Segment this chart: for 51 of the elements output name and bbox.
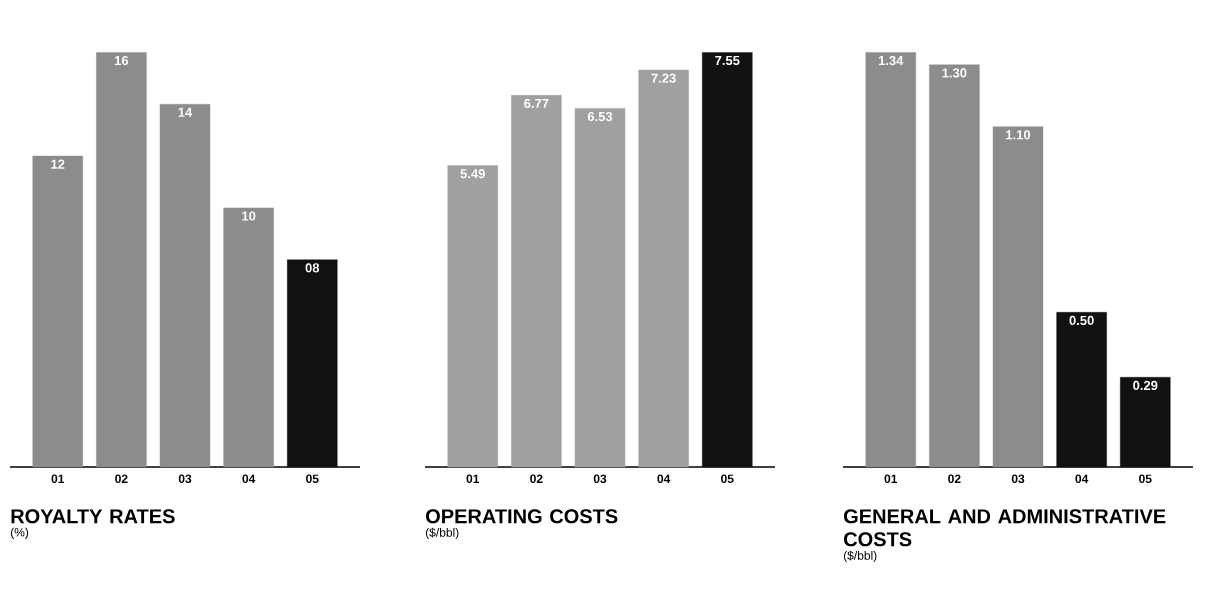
x-tick-label: 04 [1075, 474, 1089, 484]
x-tick-label: 01 [884, 474, 898, 484]
bar [702, 52, 753, 468]
bar [1120, 377, 1171, 468]
x-tick-label: 02 [948, 474, 961, 484]
x-tick-label: 05 [1139, 474, 1152, 484]
bar [159, 104, 211, 468]
x-tick-label: 02 [115, 474, 128, 484]
x-tick-label: 04 [242, 474, 256, 484]
bar [223, 207, 274, 468]
text: ROYALTY RATES [11, 509, 175, 524]
x-tick-label: 05 [306, 474, 319, 484]
x-tick-label: 03 [593, 474, 607, 484]
bar [992, 126, 1044, 468]
bar [1056, 312, 1107, 468]
data-label: 0.50 [1069, 315, 1094, 326]
bar [287, 259, 338, 468]
bar [32, 155, 83, 468]
data-label: 1.30 [942, 68, 967, 78]
x-tick-label: 05 [721, 474, 734, 484]
x-tick-label: 01 [466, 474, 480, 484]
text: ($/bbl) [843, 550, 877, 563]
bar [638, 69, 689, 468]
bar [447, 165, 498, 468]
data-label: 1.34 [878, 55, 904, 66]
data-label: 12 [51, 159, 65, 169]
data-label: 1.10 [1006, 130, 1031, 140]
text: OPERATING COSTS [426, 509, 618, 524]
x-tick-label: 03 [178, 474, 192, 484]
data-label: 7.23 [651, 73, 676, 83]
data-label: 08 [305, 263, 320, 273]
x-tick-label: 02 [530, 474, 543, 484]
bar [96, 52, 147, 468]
bar [865, 52, 916, 468]
data-label: 14 [178, 107, 193, 117]
data-label: 16 [114, 55, 129, 66]
text: GENERAL AND ADMINISTRATIVE COSTS [844, 509, 1166, 547]
data-label: 0.29 [1133, 380, 1158, 390]
bar [511, 95, 562, 468]
bar [574, 108, 626, 468]
text: (%) [10, 527, 29, 539]
bar [929, 64, 980, 468]
data-label: 6.77 [524, 98, 549, 108]
text: ($/bbl) [425, 527, 459, 540]
x-tick-label: 03 [1011, 474, 1025, 484]
data-label: 10 [242, 211, 256, 221]
data-label: 5.49 [460, 169, 485, 179]
x-tick-label: 04 [657, 474, 671, 484]
data-label: 6.53 [587, 111, 613, 122]
x-tick-label: 01 [51, 474, 65, 484]
data-label: 7.55 [715, 55, 740, 66]
